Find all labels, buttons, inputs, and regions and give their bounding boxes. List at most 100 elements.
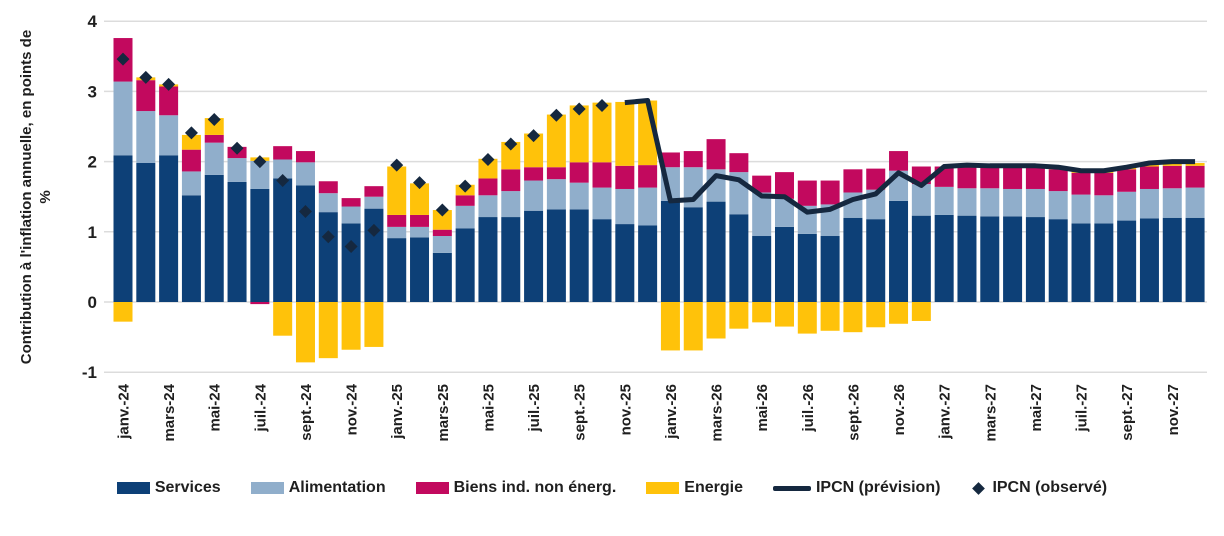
bar-segment-alimentation	[159, 115, 179, 156]
bar-segment-energie	[660, 302, 680, 351]
x-tick-label: mars-25	[435, 384, 452, 442]
legend-swatch-icon	[116, 482, 150, 494]
bar-segment-energie	[524, 133, 544, 168]
bar-segment-services	[227, 181, 247, 302]
bar-segment-energie	[1162, 163, 1182, 166]
x-tick-label: nov.-26	[891, 384, 908, 435]
x-tick-label: janv.-26	[663, 384, 680, 440]
bar-segment-energie	[501, 141, 521, 170]
legend-item: Biens ind. non énerg.	[415, 479, 616, 497]
bar-segment-biens-ind-non-nerg	[410, 214, 430, 227]
bar-segment-services	[843, 217, 863, 302]
bar-segment-services	[524, 210, 544, 302]
ipcn-observed-point	[504, 137, 518, 151]
bar-segment-biens-ind-non-nerg	[524, 167, 544, 181]
bar-segment-alimentation	[1139, 188, 1159, 219]
bar-segment-services	[797, 233, 817, 302]
bar-segment-services	[683, 207, 703, 302]
bar-segment-biens-ind-non-nerg	[1117, 169, 1137, 192]
bar-segment-energie	[752, 302, 772, 323]
x-tick-label: nov.-25	[617, 384, 634, 435]
bar-segment-services	[911, 215, 931, 302]
bar-segment-services	[638, 225, 658, 302]
bar-segment-services	[866, 219, 886, 302]
bar-segment-biens-ind-non-nerg	[1071, 172, 1091, 195]
x-tick-label: mai-27	[1028, 384, 1045, 432]
y-tick-label: 1	[88, 223, 97, 242]
legend-label: Energie	[684, 479, 743, 496]
plot-area: 4 3 2 1 0 -1 janv.-24 mars-24 mai-24 juil.-24 sept…	[82, 12, 1207, 442]
ipcn-observed-point	[527, 129, 541, 143]
bar-segment-alimentation	[1117, 191, 1137, 221]
bar-segment-energie	[387, 166, 407, 215]
ipcn-observed-point	[184, 126, 198, 140]
bar-segment-biens-ind-non-nerg	[797, 180, 817, 206]
bar-segment-services	[273, 178, 293, 302]
bar-segment-alimentation	[273, 159, 293, 179]
bar-segment-alimentation	[341, 206, 361, 224]
bar-segment-services	[501, 217, 521, 302]
bar-segment-alimentation	[1003, 188, 1023, 217]
x-tick-label: mars-27	[982, 384, 999, 442]
x-tick-label: janv.-25	[389, 384, 406, 440]
bar-segment-services	[250, 188, 270, 302]
bar-segment-energie	[364, 302, 384, 347]
bar-segment-biens-ind-non-nerg	[159, 86, 179, 116]
bar-segment-services	[1025, 217, 1045, 302]
bar-segment-alimentation	[1071, 194, 1091, 224]
bar-segment-alimentation	[1162, 188, 1182, 218]
x-tick-label: juil.-24	[252, 383, 269, 432]
ipcn-observed-point	[549, 108, 563, 122]
bar-segment-biens-ind-non-nerg	[843, 169, 863, 193]
legend-label: IPCN (prévision)	[815, 479, 941, 496]
bar-segment-services	[387, 238, 407, 302]
bar-segment-biens-ind-non-nerg	[250, 302, 270, 305]
bar-segment-biens-ind-non-nerg	[820, 180, 840, 205]
ipcn-observed-point	[367, 223, 381, 237]
bar-segment-alimentation	[1185, 187, 1205, 218]
bar-segment-biens-ind-non-nerg	[318, 181, 338, 194]
legend-diamond-icon	[972, 481, 986, 495]
bar-segment-services	[569, 209, 589, 302]
bar-segment-energie	[1185, 163, 1205, 166]
bar-segment-alimentation	[615, 188, 635, 225]
bar-segment-services	[615, 224, 635, 302]
bar-segment-biens-ind-non-nerg	[569, 162, 589, 183]
bar-segment-services	[1117, 220, 1137, 302]
bar-segment-biens-ind-non-nerg	[181, 149, 201, 172]
bar-segment-biens-ind-non-nerg	[592, 162, 612, 188]
bar-segment-biens-ind-non-nerg	[774, 172, 794, 199]
bar-segment-services	[478, 217, 498, 302]
bar-segment-biens-ind-non-nerg	[980, 167, 1000, 189]
x-tick-label: juil.-25	[526, 384, 543, 433]
legend-label: IPCN (observé)	[992, 479, 1108, 496]
bar-segment-energie	[592, 102, 612, 163]
bar-segment-services	[364, 208, 384, 302]
ipcn-observed-point	[390, 158, 404, 172]
bar-segment-alimentation	[432, 236, 452, 253]
ipcn-observed-point	[116, 52, 130, 66]
bar-segment-alimentation	[524, 180, 544, 211]
bar-segment-services	[181, 195, 201, 302]
x-tick-label: mars-24	[161, 383, 178, 441]
ipcn-observed-point	[344, 240, 358, 254]
bar-segment-services	[706, 201, 726, 302]
bar-segment-alimentation	[410, 226, 430, 238]
bar-segment-alimentation	[752, 192, 772, 237]
bar-segment-energie	[181, 134, 201, 150]
x-tick-label: juil.-26	[800, 384, 817, 433]
bar-segment-biens-ind-non-nerg	[546, 167, 566, 180]
x-tick-label: sept.-25	[572, 384, 589, 441]
bar-segment-alimentation	[934, 186, 954, 215]
bar-segment-biens-ind-non-nerg	[136, 80, 156, 112]
bar-segment-services	[1185, 217, 1205, 302]
bar-segment-services	[113, 155, 133, 302]
bar-segment-energie	[546, 114, 566, 168]
bar-segment-services	[889, 200, 909, 302]
bar-segment-services	[295, 185, 315, 302]
y-tick-label: 0	[88, 293, 97, 312]
bar-segment-alimentation	[546, 179, 566, 210]
ipcn-forecast-line	[624, 98, 1196, 215]
bar-segment-biens-ind-non-nerg	[683, 151, 703, 168]
chart-svg: 4 3 2 1 0 -1 janv.-24 mars-24 mai-24 juil.-24 sept…	[82, 12, 1207, 442]
